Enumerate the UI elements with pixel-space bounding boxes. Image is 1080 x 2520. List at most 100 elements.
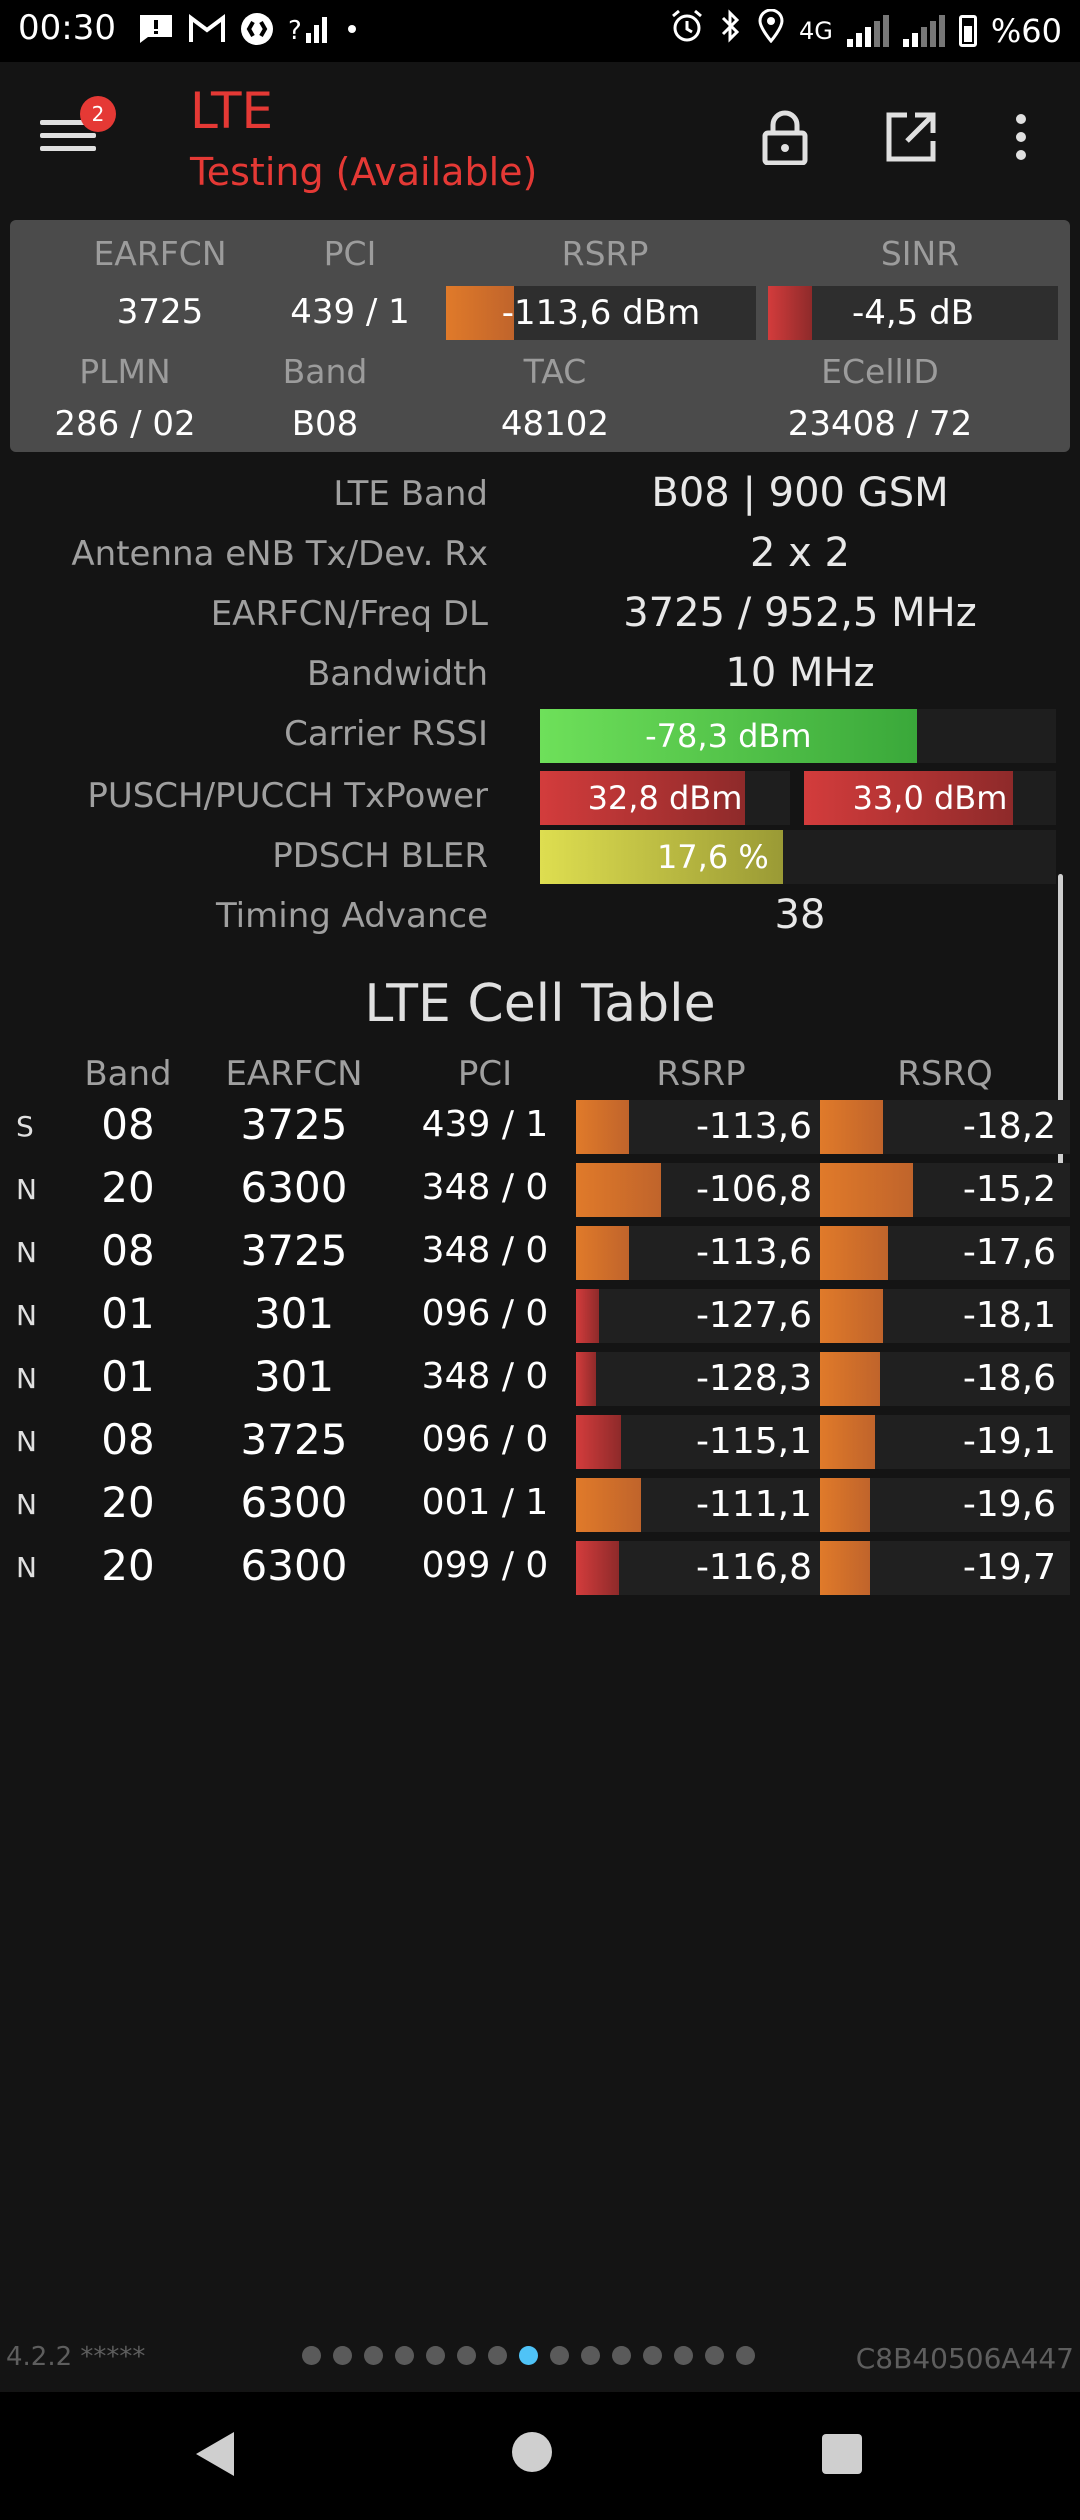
page-dot[interactable] [457,2346,476,2365]
sms-icon [138,13,174,55]
page-dot[interactable] [643,2346,662,2365]
cell-band: 08 [101,1226,155,1275]
cell-rsrp-fill [576,1478,641,1532]
cell-pci: 096 / 0 [421,1293,549,1334]
cell-rsrp-fill [576,1163,661,1217]
ecellid-label: ECellID [821,352,939,391]
timing-advance-value: 38 [774,892,826,938]
cell-rsrp-fill [576,1541,619,1595]
rsrp-bar-fill [446,286,515,340]
pucch-value: 33,0 dBm [852,779,1008,817]
cell-pci: 348 / 0 [421,1167,549,1208]
antenna-label: Antenna eNB Tx/Dev. Rx [71,534,488,574]
page-dot[interactable] [736,2346,755,2365]
cell-rsrq-fill [820,1100,883,1154]
lock-button[interactable] [750,102,820,172]
col-rsrp: RSRP [656,1054,746,1094]
earfcn-label: EARFCN [93,234,227,273]
cell-rsrp: -127,6 [695,1295,812,1336]
page-dot[interactable] [333,2346,352,2365]
signal-icon [846,15,889,47]
pdsch-bler-bar: 17,6 % [540,830,1056,884]
page-dot[interactable] [519,2346,538,2365]
svg-text:?: ? [288,16,302,45]
shazam-icon [240,12,274,56]
cell-rsrp-bar: -127,6 [576,1289,826,1343]
menu-button[interactable] [40,112,96,162]
col-earfcn: EARFCN [225,1054,363,1094]
page-dot[interactable] [581,2346,600,2365]
cell-type: N [16,1425,37,1458]
txpower-label: PUSCH/PUCCH TxPower [87,776,488,816]
cell-rsrq: -18,6 [962,1358,1056,1399]
sinr-value: -4,5 dB [851,293,975,333]
cell-rsrq-fill [820,1478,870,1532]
cell-band: 20 [101,1541,155,1590]
cell-pci: 348 / 0 [421,1356,549,1397]
page-dot[interactable] [426,2346,445,2365]
earfcn-freq-value: 3725 / 952,5 MHz [623,590,977,636]
cell-rsrq-fill [820,1226,888,1280]
app-subtitle: Testing (Available) [190,150,538,194]
tac-value: 48102 [500,404,610,444]
page-indicator[interactable] [302,2346,755,2365]
page-dot[interactable] [612,2346,631,2365]
page-dot[interactable] [302,2346,321,2365]
tac-label: TAC [523,352,587,391]
app-version: 4.2.2 ***** [6,2342,146,2372]
cell-rsrp-bar: -116,8 [576,1541,826,1595]
pdsch-bler-value: 17,6 % [656,838,769,876]
cell-earfcn: 6300 [240,1541,348,1590]
page-dot[interactable] [395,2346,414,2365]
pucch-fill [804,771,1014,825]
cell-row: N 08 3725 348 / 0 -113,6 -17,6 [0,1222,1080,1284]
network-type: 4G [799,17,833,45]
cell-type: S [16,1110,34,1143]
cell-row: N 20 6300 348 / 0 -106,8 -15,2 [0,1159,1080,1221]
page-dot[interactable] [550,2346,569,2365]
cell-rsrq: -17,6 [962,1232,1056,1273]
cell-earfcn: 301 [253,1289,335,1338]
cell-earfcn: 3725 [240,1226,348,1275]
recents-icon[interactable] [822,2434,862,2474]
cell-band: 20 [101,1478,155,1527]
scroll-indicator[interactable] [1058,874,1063,1184]
pdsch-bler-label: PDSCH BLER [272,836,488,876]
cell-row: S 08 3725 439 / 1 -113,6 -18,2 [0,1096,1080,1158]
page-dot[interactable] [674,2346,693,2365]
cell-rsrp-bar: -115,1 [576,1415,826,1469]
page-dot[interactable] [705,2346,724,2365]
status-time: 00:30 [18,8,116,48]
cell-rsrq: -15,2 [962,1169,1056,1210]
page-dot[interactable] [488,2346,507,2365]
cell-rsrq-fill [820,1541,870,1595]
overflow-menu-button[interactable] [986,102,1056,172]
cell-earfcn: 6300 [240,1163,348,1212]
ecellid-value: 23408 / 72 [787,404,973,444]
cell-earfcn: 3725 [240,1415,348,1464]
rsrp-value: -113,6 dBm [501,293,701,333]
cell-rsrp-fill [576,1352,596,1406]
cell-band: 20 [101,1163,155,1212]
cell-rsrp: -106,8 [695,1169,812,1210]
home-icon[interactable] [512,2432,552,2472]
cell-rsrp: -113,6 [695,1106,812,1147]
open-external-button[interactable] [876,102,946,172]
lock-icon [762,110,808,165]
cell-rsrq: -19,7 [962,1547,1056,1588]
carrier-rssi-label: Carrier RSSI [284,714,488,754]
cell-rsrq: -19,6 [962,1484,1056,1525]
cell-type: N [16,1173,37,1206]
back-icon[interactable] [196,2432,234,2476]
cell-rsrq-fill [820,1352,880,1406]
page-dot[interactable] [364,2346,383,2365]
pci-value: 439 / 1 [290,292,410,332]
cell-row: N 20 6300 099 / 0 -116,8 -19,7 [0,1537,1080,1599]
cell-rsrq-fill [820,1163,913,1217]
pusch-fill [540,771,745,825]
bluetooth-icon [719,9,743,53]
cell-pci: 348 / 0 [421,1230,549,1271]
cell-rsrq-bar: -18,1 [820,1289,1070,1343]
cell-rsrp-fill [576,1226,629,1280]
cell-row: N 01 301 096 / 0 -127,6 -18,1 [0,1285,1080,1347]
